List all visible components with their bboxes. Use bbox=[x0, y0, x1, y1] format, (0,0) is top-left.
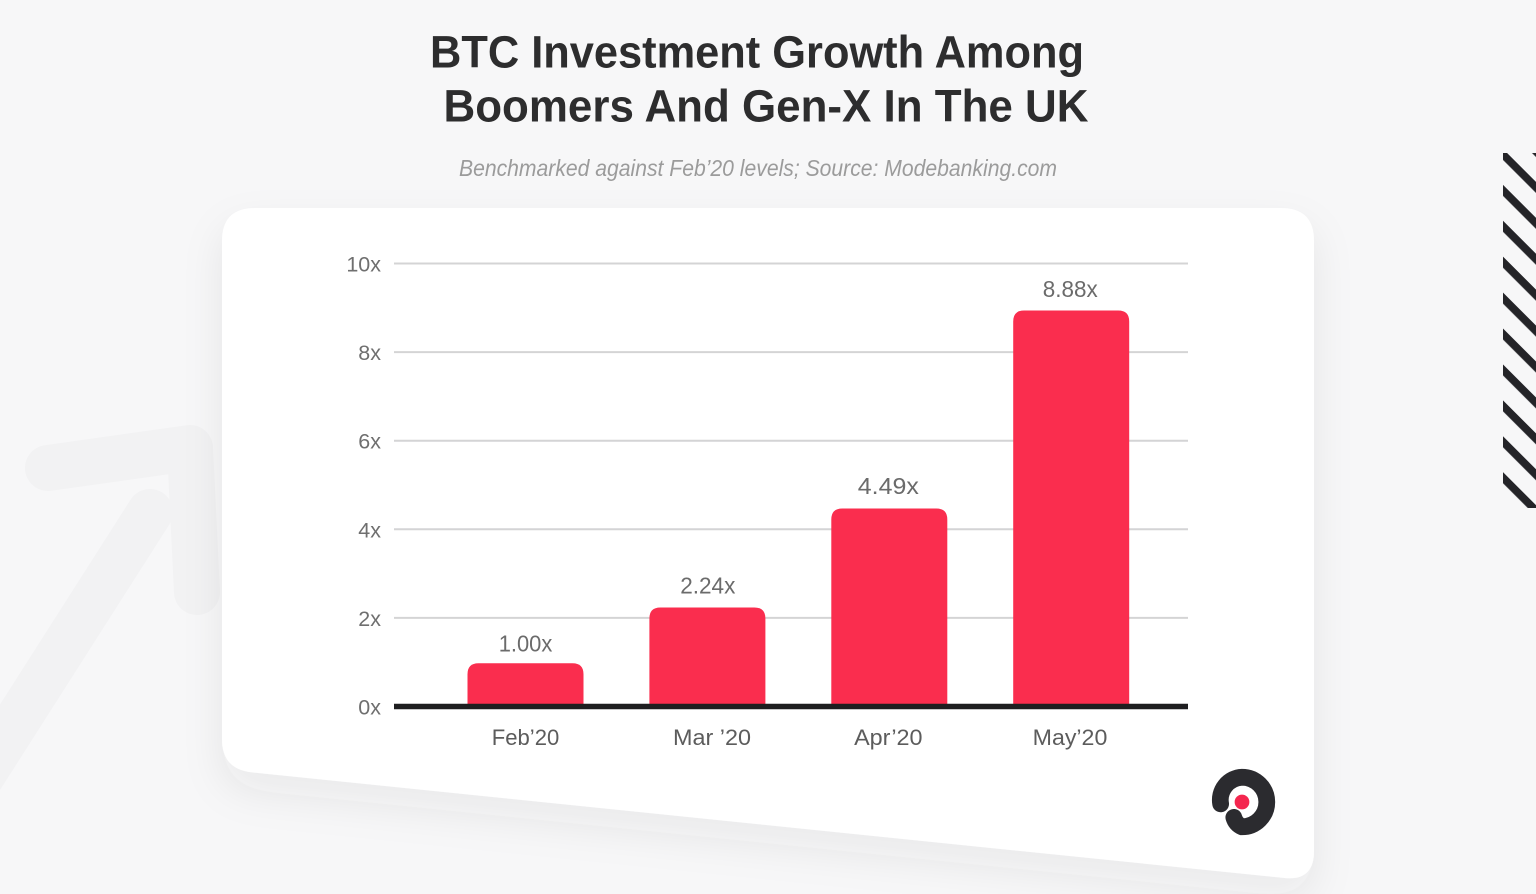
svg-text:4.49x: 4.49x bbox=[858, 473, 920, 499]
svg-text:Benchmarked against Feb’20 lev: Benchmarked against Feb’20 levels; Sourc… bbox=[459, 155, 1057, 181]
svg-text:BTC Investment Growth Among: BTC Investment Growth Among bbox=[430, 27, 1084, 78]
svg-text:2.24x: 2.24x bbox=[680, 573, 736, 599]
svg-text:10x: 10x bbox=[346, 253, 381, 277]
svg-text:4x: 4x bbox=[358, 518, 381, 542]
svg-text:0x: 0x bbox=[358, 696, 381, 720]
svg-text:8.88x: 8.88x bbox=[1043, 276, 1098, 302]
svg-text:Feb’20: Feb’20 bbox=[492, 725, 560, 750]
svg-text:Apr’20: Apr’20 bbox=[854, 725, 922, 750]
svg-text:Boomers And Gen-X In The UK: Boomers And Gen-X In The UK bbox=[444, 81, 1089, 132]
svg-text:2x: 2x bbox=[358, 607, 381, 631]
svg-text:6x: 6x bbox=[358, 430, 381, 454]
svg-text:May’20: May’20 bbox=[1033, 725, 1108, 750]
svg-text:8x: 8x bbox=[358, 341, 381, 365]
svg-text:1.00x: 1.00x bbox=[499, 631, 553, 657]
svg-text:Mar ’20: Mar ’20 bbox=[673, 725, 751, 750]
